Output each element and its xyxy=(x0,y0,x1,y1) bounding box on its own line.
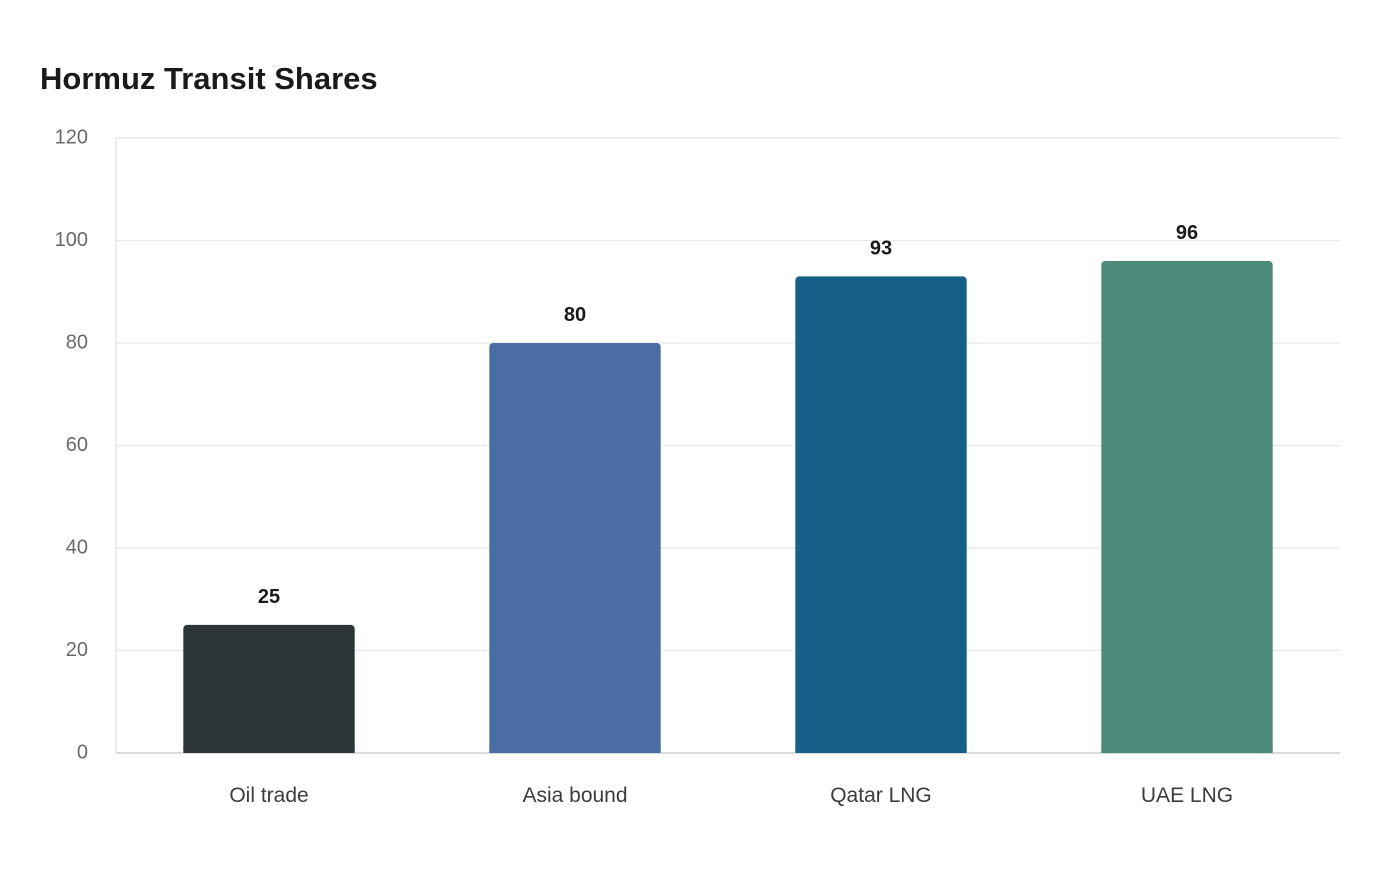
y-tick-label: 40 xyxy=(66,536,88,558)
data-label: 96 xyxy=(1176,222,1198,244)
bar-base xyxy=(795,747,967,753)
y-tick-label: 100 xyxy=(55,229,88,251)
bar-qatar-lng xyxy=(795,276,967,753)
y-tick-label: 120 xyxy=(55,126,88,148)
bars xyxy=(183,261,1273,753)
data-label: 93 xyxy=(870,237,892,259)
x-category-label: Qatar LNG xyxy=(830,784,932,807)
y-tick-label: 60 xyxy=(66,434,88,456)
x-category-label: Asia bound xyxy=(522,784,627,807)
y-tick-label: 0 xyxy=(77,741,88,763)
bar-oil-trade xyxy=(183,624,355,753)
y-tick-label: 80 xyxy=(66,331,88,353)
data-label: 80 xyxy=(564,304,586,326)
bar-uae-lng xyxy=(1101,261,1273,753)
bar-base xyxy=(183,747,355,753)
x-category-label: Oil trade xyxy=(229,784,308,807)
x-category-label: UAE LNG xyxy=(1141,784,1233,807)
y-tick-label: 20 xyxy=(66,639,88,661)
chart-title: Hormuz Transit Shares xyxy=(40,61,378,96)
bar-base xyxy=(1101,747,1273,753)
bar-asia-bound xyxy=(489,343,661,753)
bar-base xyxy=(489,747,661,753)
labels: 0 20 40 60 80 100 120 25 Oil trade 80 Asia bound 93… xyxy=(55,126,1233,807)
data-label: 25 xyxy=(258,586,280,608)
